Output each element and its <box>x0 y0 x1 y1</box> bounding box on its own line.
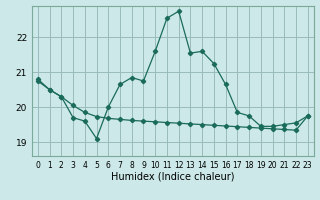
X-axis label: Humidex (Indice chaleur): Humidex (Indice chaleur) <box>111 171 235 181</box>
